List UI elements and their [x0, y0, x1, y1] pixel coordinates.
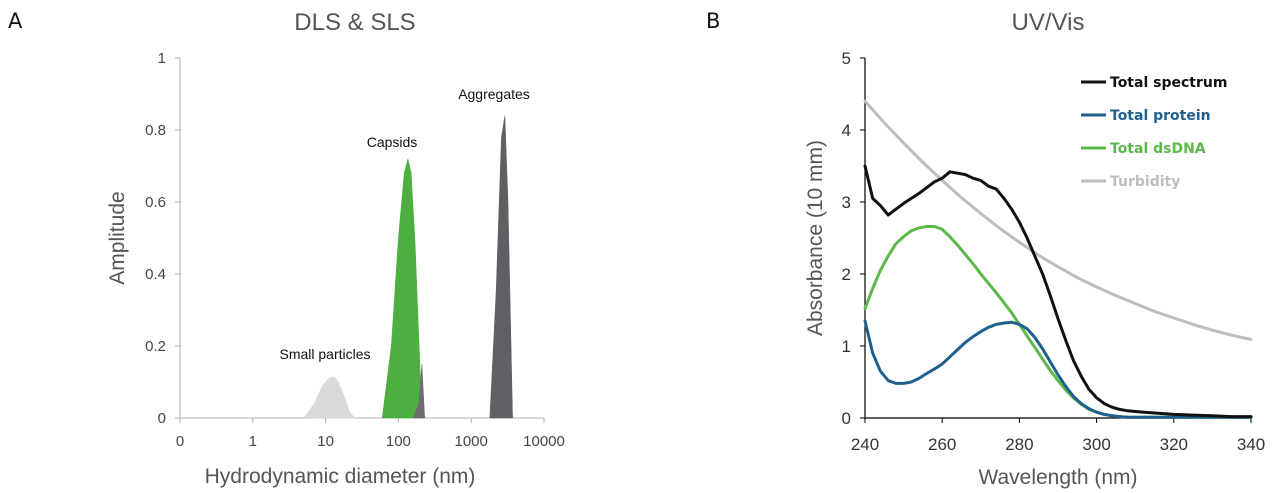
x-axis-label-b: Wavelength (nm) [978, 466, 1137, 489]
x-tick-label-a: 0 [176, 433, 184, 450]
y-tick-label-b: 5 [842, 49, 851, 68]
panel-b: B UV/Vis Wavelength (nm) Absorbance (10 … [706, 9, 1265, 489]
panel-a: A DLS & SLS Hydrodynamic diameter (nm) A… [8, 9, 565, 488]
series-line-turbidity [863, 99, 1253, 341]
x-tick-label-a: 10 [317, 433, 334, 450]
y-tick-label-b: 4 [842, 121, 851, 140]
y-tick-label-b: 2 [842, 265, 851, 284]
x-tick-label-b: 300 [1082, 435, 1110, 454]
legend-label-total-protein: Total protein [1110, 108, 1211, 124]
y-tick-label-a: 0.2 [145, 338, 166, 355]
legend: Total spectrum Total protein Total dsDNA Tu… [1081, 75, 1227, 190]
legend-label-total-spectrum: Total spectrum [1110, 75, 1227, 91]
peak-area-shoulder [412, 363, 425, 419]
peak-area-small-particles [303, 376, 356, 419]
x-tick-label-a: 10000 [523, 433, 565, 450]
y-tick-label-a: 0.6 [145, 194, 166, 211]
peak-area-capsids [381, 158, 424, 419]
legend-label-total-dsdna: Total dsDNA [1110, 141, 1206, 157]
x-axis-label-a: Hydrodynamic diameter (nm) [205, 465, 476, 488]
chart-title-b: UV/Vis [1012, 9, 1085, 36]
y-tick-label-b: 1 [842, 337, 851, 356]
x-tick-label-b: 320 [1160, 435, 1188, 454]
annotation-small-particles: Small particles [279, 346, 370, 362]
legend-label-turbidity: Turbidity [1110, 174, 1180, 190]
x-tick-label-b: 340 [1237, 435, 1265, 454]
x-tick-label-b: 280 [1005, 435, 1033, 454]
y-tick-label-a: 0.4 [145, 266, 166, 283]
series-line-total-protein [863, 319, 1253, 419]
x-tick-label-a: 1000 [455, 433, 488, 450]
panel-letter-a: A [8, 9, 23, 33]
y-tick-label-a: 0.8 [145, 122, 166, 139]
y-tick-label-b: 0 [842, 409, 851, 428]
x-tick-label-a: 100 [386, 433, 411, 450]
y-axis-label-b: Absorbance (10 mm) [804, 140, 827, 336]
x-tick-label-b: 240 [851, 435, 879, 454]
annotation-aggregates: Aggregates [458, 86, 530, 102]
peak-area-aggregates [489, 115, 513, 419]
series-line-total-spectrum [863, 164, 1253, 419]
y-tick-label-a: 0 [158, 410, 166, 427]
y-tick-label-a: 1 [158, 50, 166, 67]
x-tick-label-a: 1 [249, 433, 257, 450]
y-axis-label-a: Amplitude [106, 191, 129, 284]
chart-title-a: DLS & SLS [294, 9, 415, 36]
y-tick-label-b: 3 [842, 193, 851, 212]
annotation-capsids: Capsids [367, 134, 418, 150]
x-tick-label-b: 260 [928, 435, 956, 454]
panel-letter-b: B [706, 9, 720, 33]
